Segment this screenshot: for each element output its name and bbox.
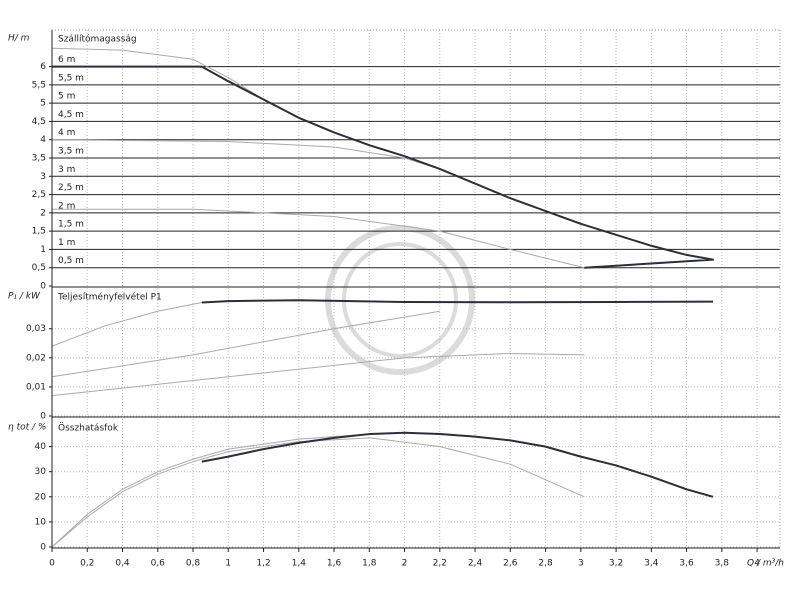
- x-tick-label: 1,2: [256, 559, 270, 569]
- y-axis-label: H/ m: [8, 34, 30, 44]
- y-tick-label: 5: [40, 99, 46, 109]
- x-tick-label: 2,6: [503, 559, 518, 569]
- y-tick-label: 4,5: [32, 117, 46, 127]
- level-label: 1 m: [58, 238, 75, 248]
- x-tick-label: 3,4: [644, 559, 659, 569]
- level-label: 1,5 m: [58, 220, 84, 230]
- x-tick-label: 1: [225, 559, 231, 569]
- curve: [51, 433, 370, 548]
- curve: [51, 302, 202, 347]
- y-tick-label: 2,5: [32, 190, 46, 200]
- curve: [51, 352, 585, 397]
- y-tick-label: 10: [35, 517, 47, 527]
- level-label: 4,5 m: [58, 110, 84, 120]
- y-tick-label: 0,5: [32, 263, 46, 273]
- curve: [52, 208, 585, 269]
- y-tick-label: 0: [40, 282, 46, 292]
- level-label: 3,5 m: [58, 147, 84, 157]
- x-tick-label: 1,8: [362, 559, 377, 569]
- x-tick-label: 3,8: [715, 559, 730, 569]
- y-tick-label: 1,5: [32, 227, 46, 237]
- x-tick-label: 3: [578, 559, 584, 569]
- y-tick-label: 20: [35, 492, 47, 502]
- y-tick-label: 6: [40, 62, 46, 72]
- y-axis-label: η tot / %: [8, 423, 46, 433]
- curve: [51, 47, 264, 100]
- x-tick-label: 0: [49, 559, 55, 569]
- y-tick-label: 30: [35, 467, 47, 477]
- x-tick-label: 2,2: [433, 559, 447, 569]
- y-tick-label: 4: [40, 135, 46, 145]
- y-tick-label: 3: [40, 172, 46, 182]
- level-label: 5 m: [58, 92, 75, 102]
- y-tick-label: 0,03: [26, 324, 46, 334]
- x-tick-label: 3,2: [609, 559, 623, 569]
- level-label: 0,5 m: [58, 256, 84, 266]
- x-tick-label: 0,8: [186, 559, 201, 569]
- panel-title: Összhatásfok: [58, 423, 119, 434]
- curve: [52, 65, 715, 269]
- y-tick-label: 3,5: [32, 154, 46, 164]
- y-tick-label: 0,01: [26, 382, 46, 392]
- curve: [51, 139, 440, 170]
- x-tick-label: 2,4: [468, 559, 483, 569]
- y-tick-label: 1: [40, 245, 46, 255]
- y-tick-label: 40: [35, 442, 47, 452]
- x-tick-label: 0,2: [80, 559, 94, 569]
- curve: [201, 299, 714, 304]
- curve: [51, 310, 440, 378]
- curve: [51, 437, 585, 548]
- x-axis-label: Q / m³/h: [747, 559, 784, 569]
- level-label: 2 m: [58, 201, 75, 211]
- y-tick-label: 0: [40, 543, 46, 553]
- y-tick-label: 0: [40, 412, 46, 422]
- x-tick-label: 2,8: [538, 559, 553, 569]
- panel-title: Szállítómagasság: [58, 34, 137, 45]
- level-label: 4 m: [58, 128, 75, 138]
- x-tick-label: 4: [754, 559, 760, 569]
- curve: [201, 431, 714, 498]
- x-tick-label: 2: [402, 559, 408, 569]
- x-tick-label: 0,4: [115, 559, 130, 569]
- x-tick-label: 1,4: [292, 559, 307, 569]
- level-label: 2,5 m: [58, 183, 84, 193]
- level-label: 5,5 m: [58, 73, 84, 83]
- y-tick-label: 0,02: [26, 353, 46, 363]
- panel-title: Teljesítményfelvétel P1: [57, 292, 162, 303]
- x-tick-label: 1,6: [327, 559, 342, 569]
- y-tick-label: 5,5: [32, 80, 46, 90]
- level-label: 3 m: [58, 165, 75, 175]
- x-tick-label: 3,6: [679, 559, 694, 569]
- x-tick-label: 0,6: [151, 559, 166, 569]
- y-axis-label: P₁ / kW: [8, 292, 41, 302]
- y-tick-label: 2: [40, 208, 46, 218]
- level-label: 6 m: [58, 55, 75, 65]
